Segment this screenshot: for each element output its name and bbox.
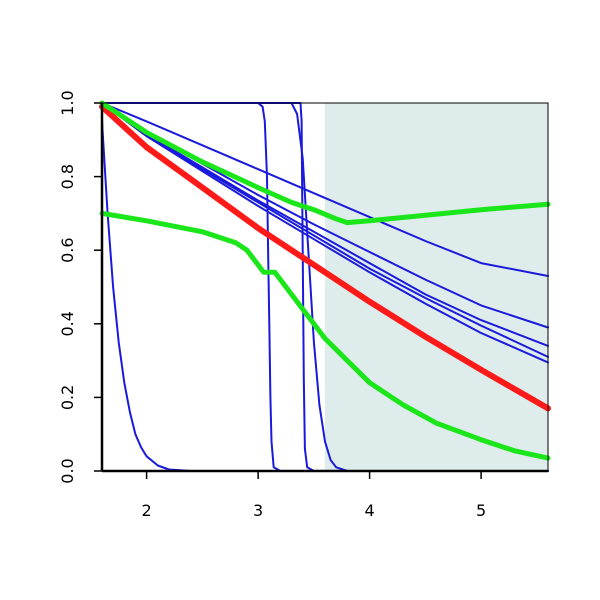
y-tick-label: 0.8 [58,164,77,189]
x-tick-label: 4 [365,501,375,520]
series-line-5 [101,102,549,277]
shaded-region-layer [325,103,548,471]
x-tick-label: 5 [476,501,486,520]
x-tick-label: 3 [253,501,263,520]
y-tick-label: 0.0 [58,458,77,483]
series-line-11 [99,100,551,226]
series-line-12 [99,210,551,461]
series-line-10 [99,103,551,412]
x-tick-label: 2 [142,501,152,520]
series-line-9 [101,102,549,364]
axes-layer: 2 3 4 5 0.0 0.2 0.4 0.6 0.8 1.0 [58,90,548,520]
y-tick-label: 0.6 [58,237,77,262]
series-line-2 [101,102,549,472]
y-tick-label: 1.0 [58,90,77,115]
series-layer [99,100,551,472]
y-tick-label: 0.4 [58,311,77,336]
shaded-region [325,103,548,471]
series-line-7 [101,102,549,347]
y-tick-label: 0.2 [58,385,77,410]
series-line-4 [101,102,549,472]
